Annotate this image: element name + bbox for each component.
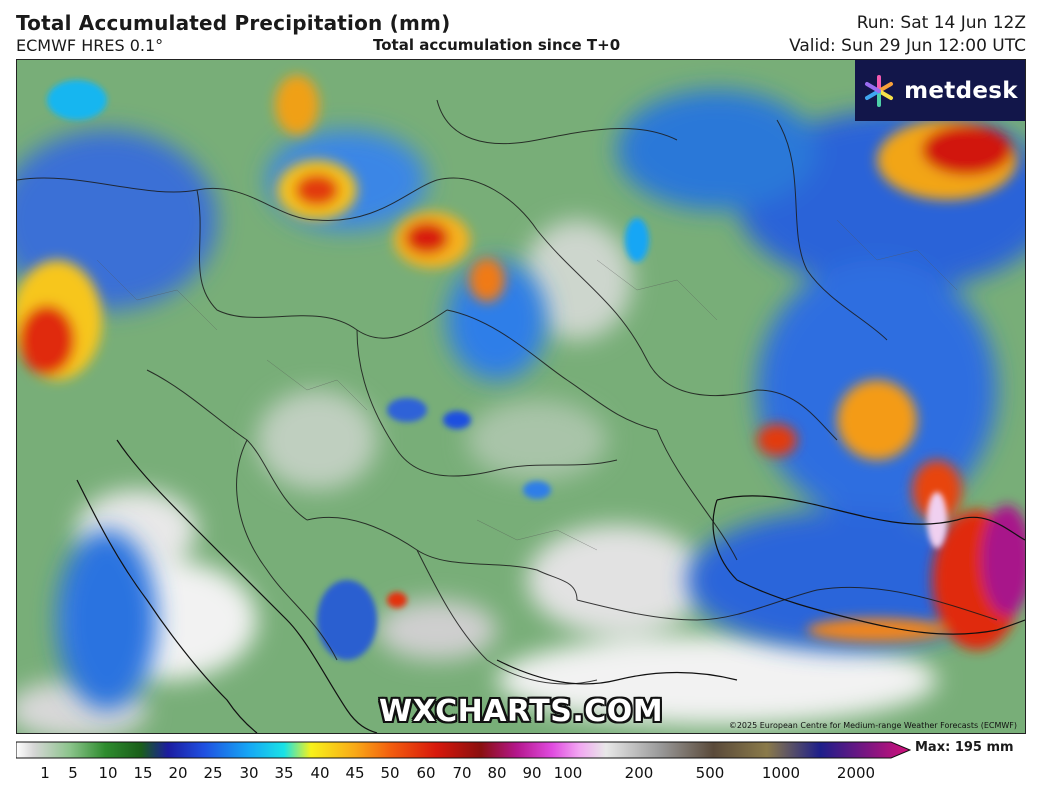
colorbar-svg bbox=[15, 741, 912, 759]
wxcharts-watermark: WXCHARTS.COM bbox=[379, 694, 664, 729]
accumulation-subtitle: Total accumulation since T+0 bbox=[373, 36, 621, 54]
colorbar-tick-label: 5 bbox=[68, 764, 78, 782]
colorbar-tick-label: 10 bbox=[98, 764, 118, 782]
max-value-label: Max: 195 mm bbox=[915, 740, 1014, 755]
colorbar-tick-label: 80 bbox=[487, 764, 507, 782]
colorbar-tick-label: 30 bbox=[239, 764, 259, 782]
colorbar-gradient-bar bbox=[15, 741, 912, 759]
colorbar-tick-label: 1 bbox=[40, 764, 50, 782]
colorbar-tick-label: 15 bbox=[133, 764, 153, 782]
colorbar-tick-label: 100 bbox=[553, 764, 583, 782]
colorbar-tick-labels: 1 5 10 15 20 25 30 35 40 45 50 60 70 80 90 100 200 500 100… bbox=[16, 764, 896, 784]
colorbar-tick-label: 25 bbox=[203, 764, 223, 782]
region-boundaries bbox=[96, 219, 958, 551]
colorbar-tick-label: 60 bbox=[416, 764, 436, 782]
valid-time: Valid: Sun 29 Jun 12:00 UTC bbox=[789, 36, 1026, 56]
country-borders bbox=[17, 99, 998, 685]
colorbar-tick-label: 90 bbox=[522, 764, 542, 782]
colorbar-tick-label: 200 bbox=[624, 764, 654, 782]
metdesk-logo[interactable]: metdesk bbox=[855, 60, 1025, 121]
colorbar-tick-label: 20 bbox=[168, 764, 188, 782]
colorbar-tick-label: 2000 bbox=[836, 764, 876, 782]
model-label: ECMWF HRES 0.1° bbox=[16, 36, 164, 55]
colorbar bbox=[15, 741, 912, 763]
colorbar-tick-label: 45 bbox=[345, 764, 365, 782]
colorbar-tick-label: 70 bbox=[452, 764, 472, 782]
metdesk-logo-text: metdesk bbox=[904, 77, 1018, 104]
colorbar-tick-label: 40 bbox=[310, 764, 330, 782]
precipitation-map[interactable]: metdesk WXCHARTS.COM ©2025 European Cent… bbox=[16, 59, 1026, 734]
heavy-precip-areas bbox=[17, 75, 1025, 650]
ecmwf-copyright: ©2025 European Centre for Medium-range W… bbox=[728, 721, 1017, 730]
colorbar-tick-label: 1000 bbox=[761, 764, 801, 782]
chart-title: Total Accumulated Precipitation (mm) bbox=[16, 11, 451, 35]
colorbar-tick-label: 50 bbox=[380, 764, 400, 782]
run-time: Run: Sat 14 Jun 12Z bbox=[856, 13, 1026, 33]
colorbar-tick-label: 35 bbox=[274, 764, 294, 782]
light-precip-areas bbox=[17, 220, 937, 733]
colorbar-tick-label: 500 bbox=[695, 764, 725, 782]
coastlines bbox=[76, 439, 1025, 733]
map-canvas bbox=[17, 60, 1025, 733]
metdesk-flower-icon bbox=[865, 74, 894, 107]
precip-detail-blobs bbox=[47, 80, 947, 660]
